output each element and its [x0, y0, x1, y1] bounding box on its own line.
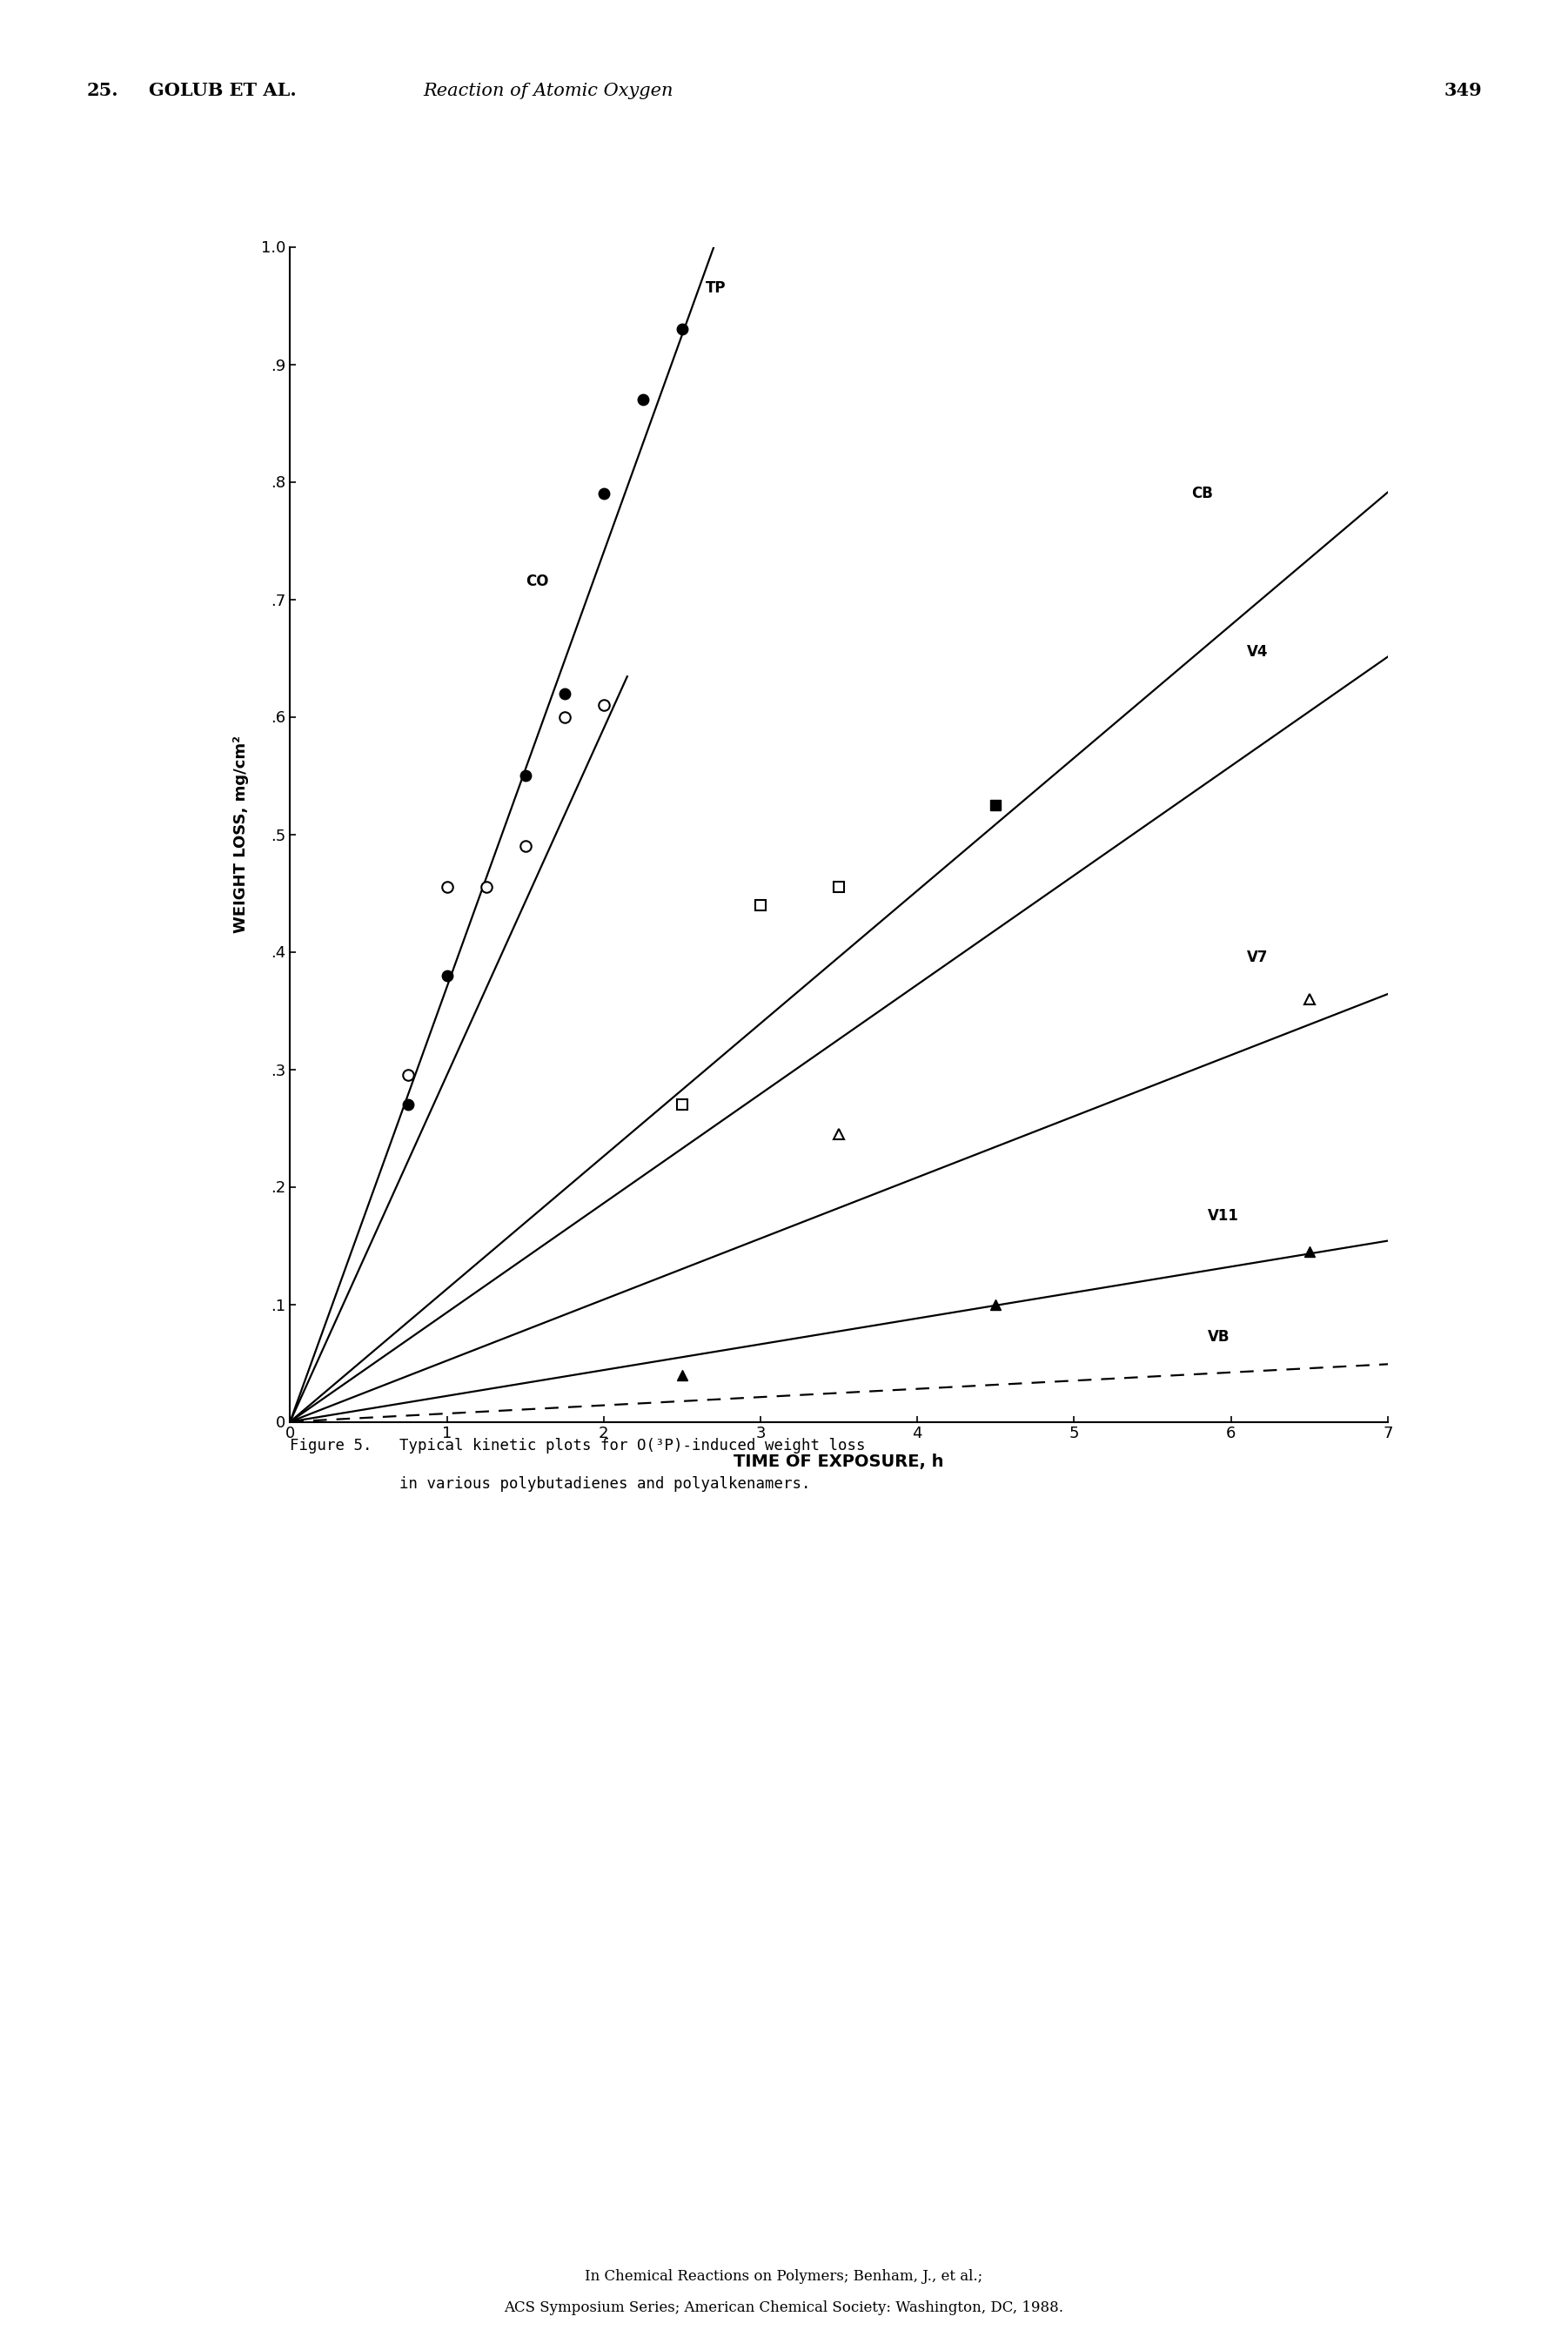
Text: In Chemical Reactions on Polymers; Benham, J., et al.;: In Chemical Reactions on Polymers; Benha…: [585, 2270, 983, 2284]
Text: Figure 5.   Typical kinetic plots for O(³P)-induced weight loss: Figure 5. Typical kinetic plots for O(³P…: [290, 1438, 866, 1455]
Text: Reaction of Atomic Oxygen: Reaction of Atomic Oxygen: [423, 82, 674, 99]
Text: CB: CB: [1192, 486, 1214, 501]
Text: V7: V7: [1247, 949, 1269, 966]
Text: in various polybutadienes and polyalkenamers.: in various polybutadienes and polyalkena…: [290, 1476, 811, 1492]
Text: GOLUB ET AL.: GOLUB ET AL.: [149, 82, 296, 99]
Text: VB: VB: [1207, 1330, 1229, 1344]
Text: ACS Symposium Series; American Chemical Society: Washington, DC, 1988.: ACS Symposium Series; American Chemical …: [505, 2301, 1063, 2315]
Y-axis label: WEIGHT LOSS, mg/cm²: WEIGHT LOSS, mg/cm²: [234, 736, 249, 933]
Text: 25.: 25.: [86, 82, 118, 99]
Text: V4: V4: [1247, 644, 1269, 660]
Text: 349: 349: [1444, 82, 1482, 99]
X-axis label: TIME OF EXPOSURE, h: TIME OF EXPOSURE, h: [734, 1455, 944, 1471]
Text: V11: V11: [1207, 1208, 1239, 1224]
Text: TP: TP: [706, 280, 726, 296]
Text: CO: CO: [525, 573, 549, 590]
